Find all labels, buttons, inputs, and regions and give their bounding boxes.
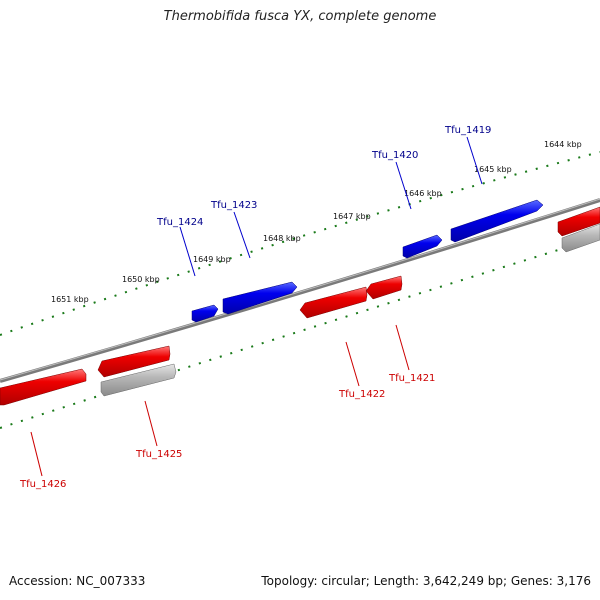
- gene-tfu1423[interactable]: [222, 281, 298, 315]
- scale-label: 1645 kbp: [474, 165, 512, 174]
- gene-label-tfu1423[interactable]: Tfu_1423: [210, 200, 257, 211]
- gene-tfu1426[interactable]: [0, 368, 87, 406]
- feature-grey[interactable]: [100, 363, 177, 397]
- scale-label: 1650 kbp: [122, 275, 160, 284]
- gene-partial-right[interactable]: [557, 206, 600, 237]
- scale-label: 1647 kbp: [333, 212, 371, 221]
- scale-label: 1646 kbp: [404, 189, 442, 198]
- gene-label-tfu1419[interactable]: Tfu_1419: [444, 125, 491, 136]
- gene-tfu1425[interactable]: [97, 345, 171, 378]
- gene-label-tfu1422[interactable]: Tfu_1422: [338, 389, 385, 400]
- gene-label-tfu1426[interactable]: Tfu_1426: [19, 479, 66, 490]
- gene-label-tfu1420[interactable]: Tfu_1420: [371, 150, 418, 161]
- scale-label: 1649 kbp: [193, 255, 231, 264]
- gene-label-tfu1421[interactable]: Tfu_1421: [388, 373, 435, 384]
- genome-summary: Topology: circular; Length: 3,642,249 bp…: [261, 574, 591, 588]
- genome-backbone: [0, 198, 600, 383]
- scale-label: 1651 kbp: [51, 295, 89, 304]
- feature-grey-right[interactable]: [561, 223, 600, 253]
- scale-ruler-outer: [0, 151, 600, 336]
- accession-label: Accession: NC_007333: [9, 574, 146, 588]
- gene-label-tfu1425[interactable]: Tfu_1425: [135, 449, 182, 460]
- gene-label-tfu1424[interactable]: Tfu_1424: [156, 217, 203, 228]
- gene-tfu1420[interactable]: [402, 234, 443, 259]
- gene-tfu1419[interactable]: [450, 199, 544, 243]
- gene-tfu1421[interactable]: [365, 275, 403, 300]
- scale-label: 1644 kbp: [544, 140, 582, 149]
- map-title: Thermobifida fusca YX, complete genome: [163, 9, 437, 24]
- scale-ruler-inner: [0, 236, 600, 429]
- gene-tfu1422[interactable]: [299, 286, 368, 319]
- gene-tfu1424[interactable]: [191, 304, 219, 323]
- scale-label: 1648 kbp: [263, 234, 301, 243]
